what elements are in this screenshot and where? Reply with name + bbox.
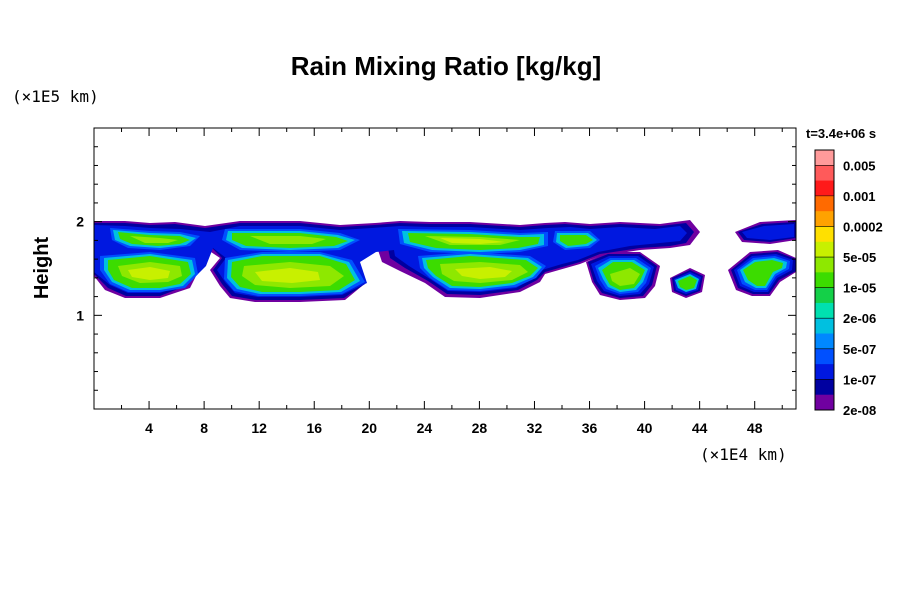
colorbar-label: 0.005 <box>843 158 876 173</box>
x-tick-label: 32 <box>527 420 543 436</box>
colorbar-label: 2e-08 <box>843 403 876 418</box>
colorbar-swatch <box>815 318 834 335</box>
colorbar-swatch <box>815 348 834 365</box>
x-tick-label: 16 <box>306 420 322 436</box>
x-unit-label: (×1E4 km) <box>700 445 787 464</box>
y-tick-label: 2 <box>76 214 84 230</box>
contour-level-1e-05 <box>610 268 640 286</box>
colorbar-swatch <box>815 333 834 350</box>
plot-frame <box>93 127 797 410</box>
y-axis: 12 <box>76 146 796 391</box>
y-axis-label: Height <box>31 237 53 300</box>
x-tick-label: 28 <box>472 420 488 436</box>
colorbar-swatch <box>815 379 834 396</box>
colorbar-swatch <box>815 150 834 166</box>
x-tick-label: 20 <box>362 420 378 436</box>
x-tick-label: 36 <box>582 420 598 436</box>
colorbar-swatch <box>815 287 834 304</box>
colorbar-swatch <box>815 272 834 289</box>
x-tick-label: 12 <box>251 420 267 436</box>
colorbar-swatch <box>815 257 834 273</box>
contour-level-5e-07 <box>742 224 794 240</box>
x-tick-label: 4 <box>145 420 153 436</box>
colorbar-swatch <box>815 241 834 258</box>
time-label: t=3.4e+06 s <box>806 126 876 141</box>
x-tick-label: 40 <box>637 420 653 436</box>
colorbar-swatch <box>815 180 834 197</box>
colorbar-swatch <box>815 211 834 227</box>
x-tick-label: 24 <box>417 420 433 436</box>
contour-level-5e-05 <box>255 268 320 283</box>
contour-level-5e-05 <box>455 267 512 279</box>
contour-level-1e-05 <box>130 236 178 243</box>
colorbar-label: 2e-06 <box>843 311 876 326</box>
colorbar-label: 1e-07 <box>843 372 876 387</box>
contour-level-2e-06 <box>743 260 783 286</box>
y-tick-label: 1 <box>76 307 84 323</box>
colorbar-label: 0.001 <box>843 189 876 204</box>
contour-field <box>94 220 796 302</box>
colorbar-label: 0.0002 <box>843 219 883 234</box>
colorbar-label: 5e-05 <box>843 250 876 265</box>
contour-level-5e-05 <box>128 267 170 280</box>
chart-title: Rain Mixing Ratio [kg/kg] <box>291 51 602 81</box>
x-axis: 4 8 12 16 20 24 28 32 36 40 44 48 <box>121 128 783 436</box>
x-tick-label: 8 <box>200 420 208 436</box>
colorbar-swatch <box>815 226 834 243</box>
contour-level-2e-06 <box>560 235 593 246</box>
colorbar: 0.005 0.001 0.0002 5e-05 1e-05 2e-06 5e-07 1e-0… <box>814 149 883 418</box>
contour-level-1e-05 <box>250 236 326 244</box>
colorbar-swatch <box>815 302 834 319</box>
contour-level-5e-05 <box>440 238 505 244</box>
colorbar-label: 5e-07 <box>843 342 876 357</box>
contour-level-2e-06 <box>678 276 697 290</box>
y-unit-label: (×1E5 km) <box>12 87 99 106</box>
colorbar-label: 1e-05 <box>843 281 876 296</box>
colorbar-swatch <box>815 394 834 411</box>
colorbar-swatch <box>815 165 834 182</box>
colorbar-swatch <box>815 195 834 212</box>
x-tick-label: 44 <box>692 420 708 436</box>
colorbar-swatch <box>815 364 834 380</box>
x-tick-label: 48 <box>747 420 763 436</box>
